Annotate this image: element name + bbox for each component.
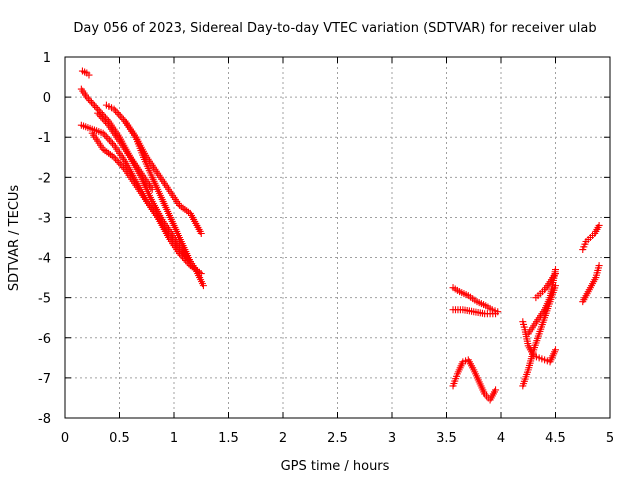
series-track-f <box>102 101 205 237</box>
data-point <box>552 346 559 354</box>
data-point <box>115 110 123 118</box>
data-point <box>101 118 109 126</box>
x-tick-label: 3.5 <box>436 431 457 446</box>
x-tick-label: 4 <box>497 431 505 446</box>
data-point <box>95 111 103 119</box>
data-point <box>84 95 92 103</box>
data-point <box>118 162 126 170</box>
x-tick-label: 3 <box>388 431 396 446</box>
y-tick-label: -1 <box>38 131 51 146</box>
series-track-n <box>532 270 559 302</box>
data-point <box>552 270 559 278</box>
data-point <box>112 155 120 163</box>
x-axis-ticks: 0 0.5 1 1.5 2 2.5 3 3.5 4 4.5 5 <box>61 57 614 446</box>
data-point <box>186 258 194 266</box>
data-point <box>119 115 127 123</box>
series-track-j <box>449 356 500 404</box>
data-point <box>199 282 207 290</box>
data-point <box>112 107 120 115</box>
data-point <box>107 138 115 146</box>
data-point <box>99 129 107 137</box>
data-point <box>83 93 91 101</box>
x-tick-label: 4.5 <box>545 431 566 446</box>
data-point <box>87 98 95 106</box>
data-point <box>89 100 97 108</box>
data-point <box>100 116 108 124</box>
data-marks <box>77 67 603 404</box>
series-track-g <box>121 117 194 266</box>
data-point <box>113 157 121 165</box>
grid <box>65 57 610 418</box>
series-track-e <box>94 109 156 193</box>
x-tick-label: 2.5 <box>327 431 348 446</box>
series-track-o <box>579 221 603 254</box>
data-point <box>595 221 603 229</box>
data-point <box>595 262 603 270</box>
data-point <box>85 71 93 79</box>
series-track-k <box>519 318 559 366</box>
x-tick-label: 0.5 <box>109 431 130 446</box>
y-tick-label: -3 <box>38 211 51 226</box>
series-track-h <box>449 284 502 316</box>
data-point <box>119 164 127 172</box>
data-point <box>103 119 111 127</box>
x-axis-label: GPS time / hours <box>281 459 390 474</box>
data-point <box>110 105 118 113</box>
x-tick-label: 2 <box>279 431 287 446</box>
data-point <box>197 270 205 278</box>
y-tick-label: -4 <box>38 252 51 267</box>
y-tick-label: -5 <box>38 292 51 307</box>
data-point <box>104 134 112 142</box>
data-point <box>492 310 500 318</box>
data-point <box>115 158 123 166</box>
data-point <box>92 103 100 111</box>
data-point <box>116 112 124 120</box>
x-tick-label: 1.5 <box>218 431 239 446</box>
series-track-i <box>449 306 500 318</box>
series-track-l <box>519 282 559 390</box>
data-point <box>102 133 110 141</box>
data-point <box>118 114 126 122</box>
y-tick-label: -2 <box>38 171 51 186</box>
y-tick-label: -8 <box>38 412 51 427</box>
data-point <box>98 114 106 122</box>
y-tick-label: 1 <box>43 51 51 66</box>
y-axis-ticks: -8 -7 -6 -5 -4 -3 -2 -1 0 1 <box>38 51 610 427</box>
series-track-a <box>78 67 93 79</box>
data-point <box>91 102 99 110</box>
chart-title: Day 056 of 2023, Sidereal Day-to-day VTE… <box>73 21 596 36</box>
data-point <box>492 386 500 394</box>
data-point <box>101 131 109 139</box>
data-point <box>97 113 105 121</box>
data-point <box>113 109 121 117</box>
y-tick-label: 0 <box>43 91 51 106</box>
data-point <box>197 229 205 237</box>
y-tick-label: -7 <box>38 372 51 387</box>
data-point <box>110 153 118 161</box>
x-tick-label: 0 <box>61 431 69 446</box>
data-point <box>116 160 124 168</box>
x-tick-label: 1 <box>170 431 178 446</box>
y-tick-label: -6 <box>38 332 51 347</box>
data-point <box>86 97 94 105</box>
data-point <box>108 140 116 148</box>
data-point <box>94 109 102 117</box>
data-point <box>105 136 113 144</box>
y-axis-label: SDTVAR / TECUs <box>7 185 22 292</box>
x-tick-label: 5 <box>606 431 614 446</box>
series-track-d <box>88 129 194 266</box>
series-track-p <box>579 262 603 306</box>
